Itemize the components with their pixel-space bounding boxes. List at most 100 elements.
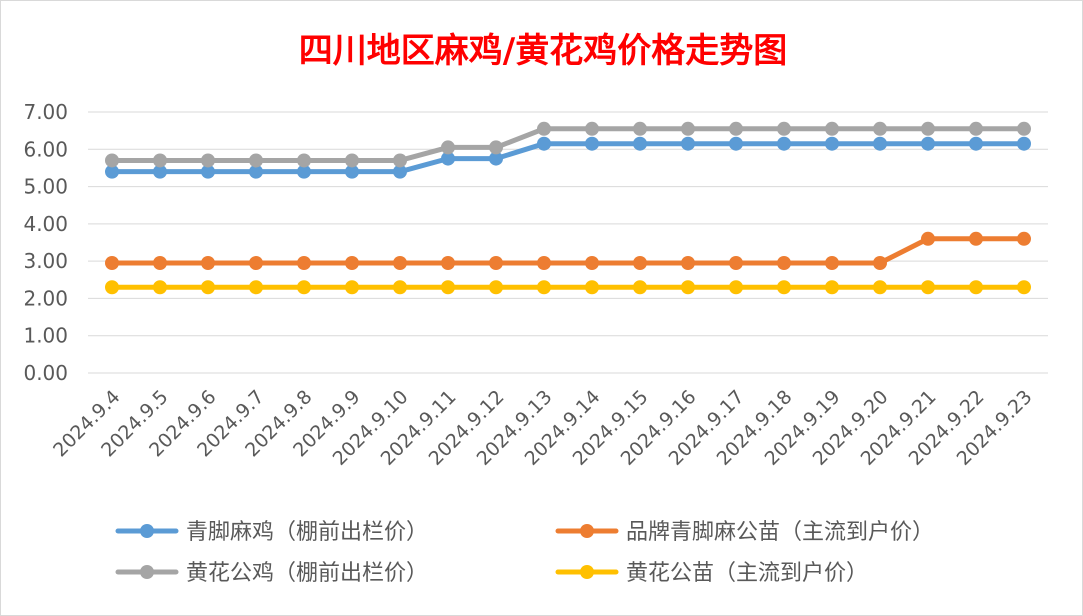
data-point (777, 256, 791, 271)
legend-label: 黄花公苗（主流到户价） (626, 561, 868, 586)
data-point (489, 256, 503, 271)
data-point (393, 153, 407, 168)
y-axis-ticks: 0.00 1.00 2.00 3.00 4.00 5.00 6.00 7.00 (23, 100, 68, 385)
data-point (537, 121, 551, 136)
data-point (393, 280, 407, 295)
data-point (921, 231, 935, 246)
data-point (297, 280, 311, 295)
data-point (1017, 231, 1031, 246)
gridlines (88, 111, 1048, 374)
series-line (109, 236, 1027, 266)
y-tick-label: 0.00 (23, 361, 68, 385)
y-tick-label: 2.00 (23, 286, 68, 310)
legend-swatch-marker (580, 565, 594, 579)
legend-label: 品牌青脚麻公苗（主流到户价） (626, 520, 934, 545)
y-tick-label: 7.00 (23, 100, 68, 124)
data-point (1017, 121, 1031, 136)
legend-item: 黄花公苗（主流到户价） (555, 561, 868, 586)
data-point (249, 164, 263, 179)
data-point (105, 280, 119, 295)
series-2 (105, 231, 1031, 271)
data-point (105, 256, 119, 271)
legend-label: 青脚麻鸡（棚前出栏价） (186, 520, 428, 545)
data-point (633, 280, 647, 295)
legend-swatch-marker (140, 524, 154, 538)
data-point (825, 280, 839, 295)
data-point (585, 280, 599, 295)
data-point (681, 280, 695, 295)
data-point (345, 153, 359, 168)
chart-title: 四川地区麻鸡/黄花鸡价格走势图 (299, 31, 787, 71)
data-point (537, 136, 551, 151)
data-point (489, 140, 503, 155)
data-point (825, 121, 839, 136)
data-point (873, 136, 887, 151)
y-tick-label: 1.00 (23, 324, 68, 348)
data-point (969, 231, 983, 246)
data-point (441, 280, 455, 295)
data-point (777, 121, 791, 136)
y-tick-label: 5.00 (23, 175, 68, 199)
data-point (969, 280, 983, 295)
series-4 (105, 280, 1031, 295)
data-point (201, 280, 215, 295)
data-point (201, 153, 215, 168)
data-point (1017, 136, 1031, 151)
data-point (441, 256, 455, 271)
data-point (345, 164, 359, 179)
data-point (585, 136, 599, 151)
data-point (633, 256, 647, 271)
data-point (681, 121, 695, 136)
data-point (633, 121, 647, 136)
legend: 青脚麻鸡（棚前出栏价） 品牌青脚麻公苗（主流到户价） 黄花公鸡（棚前出栏价） 黄花公苗… (115, 520, 934, 586)
data-point (249, 256, 263, 271)
series-lines (105, 121, 1031, 295)
y-tick-label: 4.00 (23, 212, 68, 236)
data-point (489, 151, 503, 166)
data-point (153, 164, 167, 179)
data-point (537, 280, 551, 295)
data-point (201, 164, 215, 179)
data-point (729, 280, 743, 295)
data-point (105, 164, 119, 179)
data-point (681, 136, 695, 151)
data-point (825, 256, 839, 271)
data-point (153, 153, 167, 168)
data-point (873, 121, 887, 136)
data-point (969, 121, 983, 136)
data-point (297, 256, 311, 271)
data-point (537, 256, 551, 271)
data-point (345, 256, 359, 271)
x-axis-ticks: 2024.9.42024.9.52024.9.62024.9.72024.9.8… (49, 386, 1036, 470)
data-point (921, 136, 935, 151)
data-point (1017, 280, 1031, 295)
data-point (921, 121, 935, 136)
data-point (585, 121, 599, 136)
data-point (873, 280, 887, 295)
data-point (489, 280, 503, 295)
data-point (393, 256, 407, 271)
data-point (153, 280, 167, 295)
data-point (441, 151, 455, 166)
data-point (969, 136, 983, 151)
data-point (297, 153, 311, 168)
data-point (729, 121, 743, 136)
legend-swatch-marker (140, 565, 154, 579)
data-point (393, 164, 407, 179)
data-point (777, 280, 791, 295)
legend-item: 黄花公鸡（棚前出栏价） (115, 561, 428, 586)
y-tick-label: 3.00 (23, 249, 68, 273)
data-point (681, 256, 695, 271)
data-point (105, 153, 119, 168)
data-point (873, 256, 887, 271)
data-point (249, 153, 263, 168)
series-line (109, 126, 1027, 163)
data-point (249, 280, 263, 295)
data-point (345, 280, 359, 295)
data-point (825, 136, 839, 151)
data-point (921, 280, 935, 295)
legend-item: 品牌青脚麻公苗（主流到户价） (555, 520, 934, 545)
data-point (201, 256, 215, 271)
